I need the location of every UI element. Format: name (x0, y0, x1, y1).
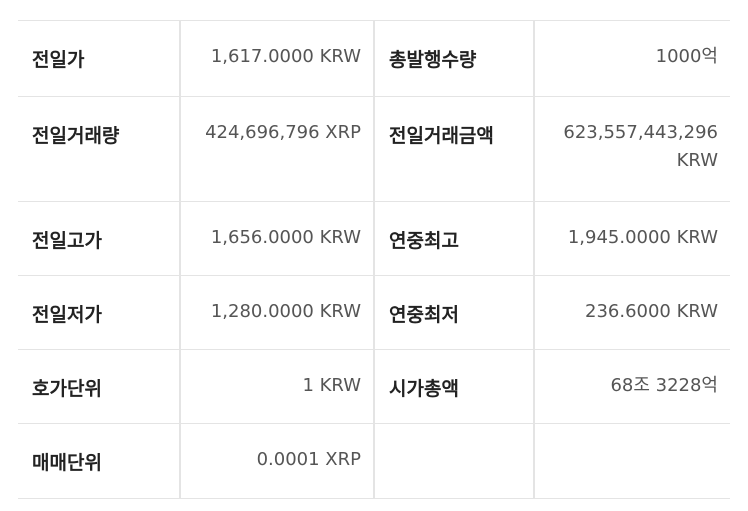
table-row: 매매단위 0.0001 XRP (18, 423, 730, 499)
total-supply-label: 총발행수량 (373, 20, 534, 97)
market-info-table: 전일가 1,617.0000 KRW 총발행수량 1000억 전일거래량 424… (18, 20, 730, 499)
total-supply-value: 1000억 (533, 20, 730, 97)
prev-trade-amount-label: 전일거래금액 (373, 96, 534, 202)
year-low-value: 236.6000 KRW (533, 275, 730, 350)
prev-high-label: 전일고가 (18, 201, 180, 276)
year-high-label: 연중최고 (373, 201, 534, 276)
prev-trade-amount-value: 623,557,443,296 KRW (533, 96, 730, 202)
market-cap-value: 68조 3228억 (533, 349, 730, 424)
prev-volume-label: 전일거래량 (18, 96, 180, 202)
prev-close-label: 전일가 (18, 20, 180, 97)
empty-value-cell (533, 423, 730, 499)
prev-volume-value: 424,696,796 XRP (179, 96, 374, 202)
table-row: 전일고가 1,656.0000 KRW 연중최고 1,945.0000 KRW (18, 201, 730, 276)
table-row: 전일가 1,617.0000 KRW 총발행수량 1000억 (18, 20, 730, 97)
prev-low-value: 1,280.0000 KRW (179, 275, 374, 350)
trade-unit-label: 매매단위 (18, 423, 180, 499)
table-row: 전일거래량 424,696,796 XRP 전일거래금액 623,557,443… (18, 96, 730, 202)
table-row: 호가단위 1 KRW 시가총액 68조 3228억 (18, 349, 730, 424)
tick-size-value: 1 KRW (179, 349, 374, 424)
market-cap-label: 시가총액 (373, 349, 534, 424)
empty-label-cell (373, 423, 534, 499)
prev-close-value: 1,617.0000 KRW (179, 20, 374, 97)
tick-size-label: 호가단위 (18, 349, 180, 424)
prev-high-value: 1,656.0000 KRW (179, 201, 374, 276)
trade-unit-value: 0.0001 XRP (179, 423, 374, 499)
table-row: 전일저가 1,280.0000 KRW 연중최저 236.6000 KRW (18, 275, 730, 350)
year-low-label: 연중최저 (373, 275, 534, 350)
prev-low-label: 전일저가 (18, 275, 180, 350)
year-high-value: 1,945.0000 KRW (533, 201, 730, 276)
